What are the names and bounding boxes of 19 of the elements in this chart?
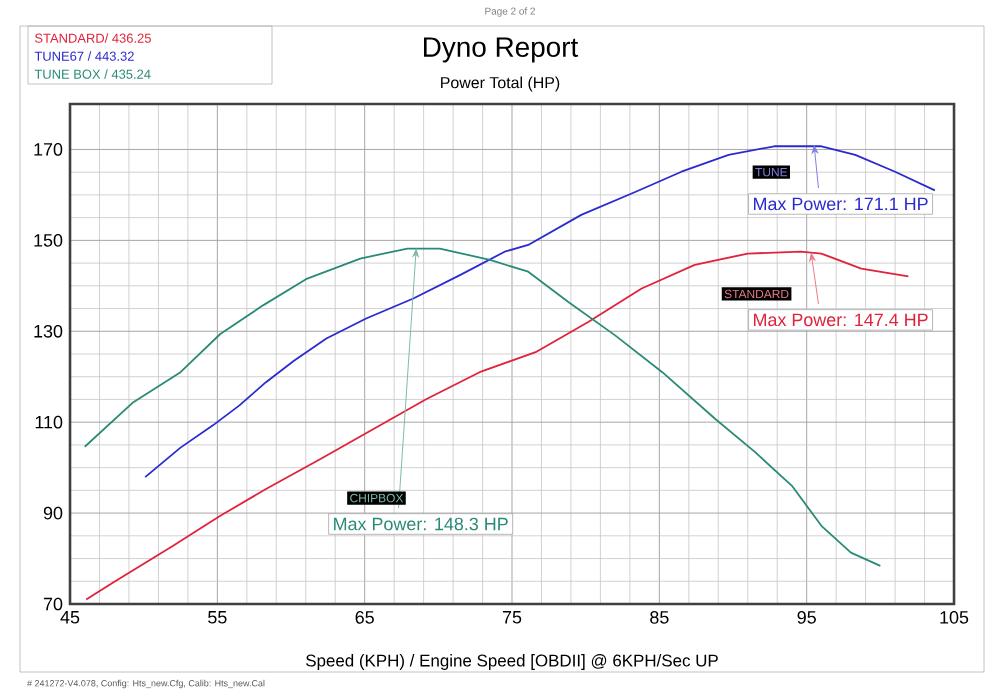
- y-tick-label: 130: [34, 324, 63, 338]
- x-tick-label: 65: [355, 611, 374, 624]
- x-tick-label: 55: [208, 611, 227, 624]
- y-tick-label: 70: [43, 597, 63, 611]
- annotation: Max Power: 171.1 HP: [753, 197, 928, 211]
- x-axis-title: Speed (KPH) / Engine Speed [OBDII] @ 6KPH/Sec UP: [306, 654, 718, 670]
- line-series: [144, 145, 936, 479]
- chart-title: Dyno Report: [423, 37, 579, 63]
- x-tick-label: 85: [650, 611, 669, 624]
- y-tick-label: 110: [35, 415, 63, 429]
- x-tick-label: 105: [940, 611, 969, 624]
- x-tick-label: 95: [797, 611, 816, 624]
- y-tick-label: 90: [43, 506, 63, 520]
- x-tick-label: 75: [502, 611, 522, 624]
- x-tick-label: 45: [60, 611, 80, 624]
- annotation: Max Power: 147.4 HP: [753, 313, 928, 327]
- y-tick-label: 170: [34, 143, 63, 156]
- y-tick-label: 150: [34, 234, 63, 247]
- annotation: Max Power: 148.3 HP: [334, 517, 508, 531]
